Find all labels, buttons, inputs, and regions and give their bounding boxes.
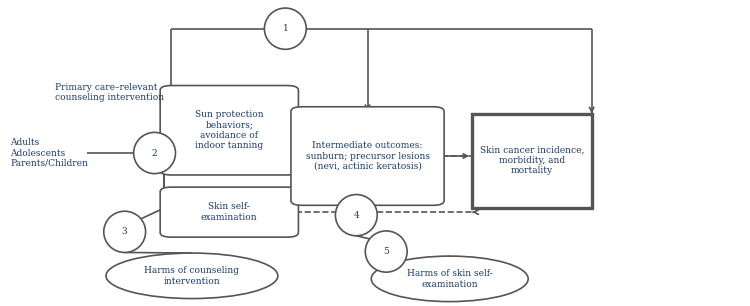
- FancyBboxPatch shape: [160, 187, 298, 237]
- Text: 3: 3: [122, 227, 128, 236]
- Ellipse shape: [134, 132, 176, 174]
- Text: Primary care–relevant
counseling intervention: Primary care–relevant counseling interve…: [56, 83, 164, 102]
- Ellipse shape: [265, 8, 306, 49]
- Text: Harms of skin self-
examination: Harms of skin self- examination: [407, 269, 493, 289]
- FancyBboxPatch shape: [291, 107, 444, 205]
- Text: Harms of counseling
intervention: Harms of counseling intervention: [145, 266, 239, 285]
- Text: Skin cancer incidence,
morbidity, and
mortality: Skin cancer incidence, morbidity, and mo…: [480, 146, 584, 175]
- Text: 1: 1: [283, 24, 288, 33]
- Ellipse shape: [365, 231, 407, 272]
- Text: 4: 4: [353, 211, 359, 220]
- Text: Intermediate outcomes:
sunburn; precursor lesions
(nevi, actinic keratosis): Intermediate outcomes: sunburn; precurso…: [305, 141, 430, 171]
- Text: Sun protection
behaviors;
avoidance of
indoor tanning: Sun protection behaviors; avoidance of i…: [195, 110, 263, 150]
- Text: 5: 5: [383, 247, 389, 256]
- Text: Skin self-
examination: Skin self- examination: [201, 203, 257, 222]
- Text: 2: 2: [152, 148, 157, 158]
- Ellipse shape: [104, 211, 146, 252]
- Text: Adults
Adolescents
Parents/Children: Adults Adolescents Parents/Children: [10, 138, 88, 168]
- FancyBboxPatch shape: [160, 86, 298, 175]
- Ellipse shape: [371, 256, 528, 302]
- Ellipse shape: [106, 253, 278, 299]
- FancyBboxPatch shape: [472, 114, 592, 207]
- Ellipse shape: [335, 195, 377, 236]
